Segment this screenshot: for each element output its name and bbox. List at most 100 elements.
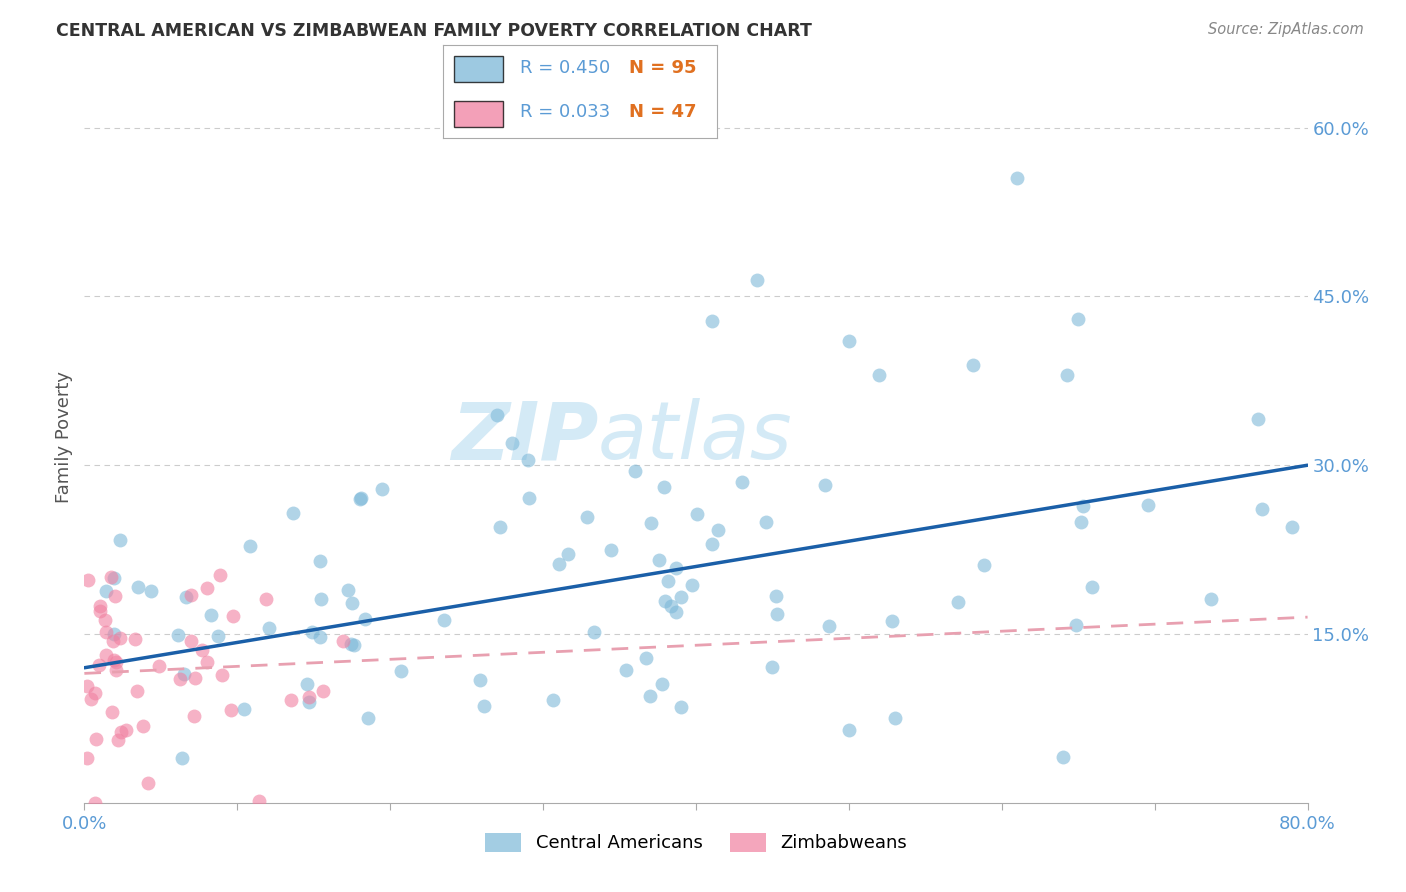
Point	[557, 547, 579, 561]
Point	[195, 655, 218, 669]
Point	[172, 751, 194, 765]
Point	[108, 632, 131, 646]
Point	[700, 314, 723, 328]
Point	[1199, 591, 1222, 606]
Point	[76, 573, 98, 587]
Point	[648, 553, 671, 567]
Point	[349, 491, 371, 506]
Point	[110, 724, 132, 739]
Point	[614, 663, 637, 677]
Point	[389, 665, 412, 679]
Text: atlas: atlas	[598, 398, 793, 476]
Point	[962, 359, 984, 373]
Point	[183, 709, 205, 723]
Text: R = 0.033: R = 0.033	[520, 103, 610, 121]
Point	[814, 478, 837, 492]
Point	[219, 703, 242, 717]
Point	[80, 692, 103, 706]
Point	[488, 520, 510, 534]
Point	[76, 679, 98, 693]
Point	[86, 731, 108, 746]
Point	[869, 368, 891, 383]
Point	[1005, 171, 1028, 186]
Point	[89, 604, 111, 618]
Point	[702, 537, 724, 551]
FancyBboxPatch shape	[454, 56, 503, 82]
Point	[195, 581, 218, 595]
Point	[103, 571, 125, 585]
Point	[103, 653, 125, 667]
Point	[502, 435, 524, 450]
Point	[1070, 515, 1092, 529]
Point	[309, 592, 332, 607]
Point	[180, 633, 202, 648]
Point	[200, 608, 222, 623]
Point	[232, 702, 254, 716]
Point	[357, 711, 380, 725]
Point	[208, 568, 231, 582]
Point	[298, 695, 321, 709]
Point	[1052, 749, 1074, 764]
Point	[257, 622, 280, 636]
Point	[105, 655, 128, 669]
Text: CENTRAL AMERICAN VS ZIMBABWEAN FAMILY POVERTY CORRELATION CHART: CENTRAL AMERICAN VS ZIMBABWEAN FAMILY PO…	[56, 22, 813, 40]
Point	[651, 676, 673, 690]
Point	[87, 657, 110, 672]
Point	[838, 334, 860, 349]
Point	[1081, 580, 1104, 594]
Point	[125, 683, 148, 698]
Point	[207, 629, 229, 643]
Point	[339, 637, 361, 651]
Point	[634, 651, 657, 665]
Point	[755, 515, 778, 529]
Point	[640, 516, 662, 530]
Point	[280, 692, 302, 706]
Point	[433, 613, 456, 627]
Point	[249, 794, 271, 808]
Point	[761, 659, 783, 673]
Point	[657, 574, 679, 588]
Point	[517, 491, 540, 505]
Point	[169, 672, 191, 686]
Point	[103, 634, 125, 648]
Point	[173, 666, 195, 681]
Point	[350, 491, 373, 505]
Point	[298, 690, 321, 705]
Point	[332, 633, 354, 648]
Point	[254, 592, 277, 607]
Point	[180, 588, 202, 602]
Point	[94, 614, 117, 628]
Point	[370, 482, 392, 496]
Point	[1073, 500, 1095, 514]
Point	[654, 594, 676, 608]
Text: Source: ZipAtlas.com: Source: ZipAtlas.com	[1208, 22, 1364, 37]
Point	[191, 642, 214, 657]
Point	[94, 584, 117, 599]
Point	[818, 618, 841, 632]
Point	[103, 627, 125, 641]
Point	[176, 591, 198, 605]
Point	[107, 733, 129, 747]
Point	[89, 599, 111, 613]
Point	[665, 561, 688, 575]
Point	[880, 614, 903, 628]
Point	[101, 705, 124, 719]
Point	[731, 475, 754, 489]
Point	[1137, 498, 1160, 512]
Y-axis label: Family Poverty: Family Poverty	[55, 371, 73, 503]
Text: ZIP: ZIP	[451, 398, 598, 476]
Point	[105, 663, 128, 677]
Point	[127, 580, 149, 594]
Point	[1067, 312, 1090, 326]
Point	[624, 464, 647, 478]
Point	[309, 630, 332, 644]
Point	[312, 683, 335, 698]
Point	[222, 609, 245, 624]
Point	[136, 776, 159, 790]
Text: N = 95: N = 95	[630, 59, 697, 77]
Point	[486, 408, 509, 422]
Point	[309, 554, 332, 568]
Text: N = 47: N = 47	[630, 103, 697, 121]
Point	[83, 796, 105, 810]
Legend: Central Americans, Zimbabweans: Central Americans, Zimbabweans	[478, 826, 914, 860]
